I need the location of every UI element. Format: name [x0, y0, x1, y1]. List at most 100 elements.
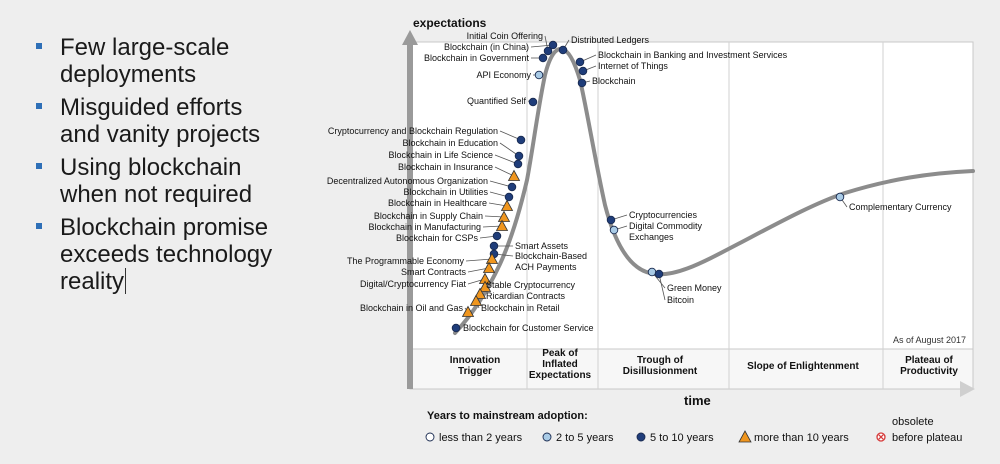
technology-label: Smart Assets	[515, 241, 569, 251]
technology-label: Blockchain in Manufacturing	[368, 222, 481, 232]
phase-label: Expectations	[529, 370, 592, 381]
technology-marker	[516, 135, 526, 145]
phase-label: Productivity	[900, 366, 958, 377]
phase-label: Trigger	[458, 366, 492, 377]
technology-marker	[473, 287, 487, 299]
technology-marker	[451, 323, 461, 333]
phase-label: Inflated	[542, 359, 578, 370]
technology-label: Blockchain in Education	[402, 138, 498, 148]
technology-label: Blockchain in Healthcare	[388, 198, 487, 208]
bullet-list: Few large-scale deployments Misguided effo…	[30, 34, 300, 301]
technology-label: Smart Contracts	[401, 267, 467, 277]
bullet-text: deployments	[60, 61, 197, 88]
technology-label: Distributed Ledgers	[571, 35, 650, 45]
bullet-item: Few large-scale deployments	[30, 34, 300, 88]
technology-label: ACH Payments	[515, 262, 577, 272]
technology-marker	[504, 192, 514, 202]
technology-label: Blockchain in Oil and Gas	[360, 303, 464, 313]
hype-curve	[453, 46, 975, 335]
technology-marker	[500, 199, 514, 211]
bullet-text: Few large-scale	[60, 34, 230, 61]
technology-marker	[654, 269, 664, 279]
technology-marker	[538, 53, 548, 63]
technology-label: Blockchain in Insurance	[398, 162, 493, 172]
legend-label: more than 10 years	[754, 432, 849, 444]
technology-label: Blockchain in Supply Chain	[374, 211, 483, 221]
technology-label: Blockchain in Utilities	[403, 187, 488, 197]
technology-label: Blockchain for Customer Service	[463, 323, 594, 333]
bullet-item: Blockchain promise exceeds technology real…	[30, 214, 300, 295]
legend-swatch	[542, 432, 552, 442]
technology-marker	[495, 219, 509, 231]
bullet-text: Blockchain promise	[60, 214, 269, 241]
bullet-text: when not required	[60, 181, 253, 208]
technology-marker	[575, 57, 585, 67]
bullet-text: reality	[60, 268, 125, 295]
technology-marker	[497, 210, 511, 222]
bullet-text: and vanity projects	[60, 121, 261, 148]
legend-swatch	[738, 430, 752, 443]
legend-label: before plateau	[892, 432, 962, 444]
technology-marker	[461, 305, 475, 317]
technology-label: The Programmable Economy	[347, 256, 465, 266]
bullet-marker	[36, 163, 42, 169]
technology-label: Blockchain in Life Science	[388, 150, 493, 160]
technology-marker	[513, 159, 523, 169]
technology-label: Blockchain for CSPs	[396, 233, 479, 243]
technology-label: API Economy	[476, 70, 531, 80]
text-cursor	[125, 268, 127, 294]
technology-marker	[558, 45, 568, 55]
technology-marker	[489, 241, 499, 251]
technology-label: Quantified Self	[467, 96, 527, 106]
technology-marker	[507, 169, 521, 181]
bullet-text: Misguided efforts	[60, 94, 243, 121]
phase-band	[409, 348, 974, 390]
technology-marker	[514, 151, 524, 161]
technology-marker	[577, 78, 587, 88]
technology-marker	[835, 192, 845, 202]
legend-label: obsolete	[892, 416, 934, 428]
technology-marker	[492, 231, 502, 241]
technology-label: Blockchain	[592, 76, 636, 86]
phase-label: Trough of	[637, 355, 684, 366]
technology-marker	[485, 252, 499, 264]
legend-label: 2 to 5 years	[556, 432, 614, 444]
bullet-marker	[36, 103, 42, 109]
leader-line	[494, 166, 515, 177]
as-of-note: As of August 2017	[893, 335, 966, 345]
technology-label: Initial Coin Offering	[467, 31, 543, 41]
phase-dividers	[526, 42, 884, 389]
technology-markers	[451, 40, 845, 333]
x-axis-label: time	[684, 393, 711, 408]
y-axis-arrow	[402, 30, 418, 45]
technology-marker	[543, 46, 553, 56]
technology-marker	[606, 215, 616, 225]
phase-label: Slope of Enlightenment	[747, 361, 859, 372]
technology-label: Blockchain in Retail	[481, 303, 560, 313]
bullet-marker	[36, 43, 42, 49]
phase-label: Peak of	[542, 348, 578, 359]
bullet-text: Using blockchain	[60, 154, 242, 181]
technology-label: Complementary Currency	[849, 202, 952, 212]
technology-label: Cryptocurrencies	[629, 210, 698, 220]
leader-line	[658, 273, 666, 301]
bullet-item: Misguided efforts and vanity projects	[30, 94, 300, 148]
technology-label: Internet of Things	[598, 61, 668, 71]
technology-marker	[482, 261, 496, 273]
legend-swatch	[425, 432, 435, 442]
technology-marker	[609, 225, 619, 235]
technology-marker	[647, 267, 657, 277]
technology-marker	[507, 182, 517, 192]
technology-label: Blockchain in Banking and Investment Ser…	[598, 50, 788, 60]
technology-label: Digital Commodity	[629, 221, 703, 231]
legend-label: less than 2 years	[439, 432, 523, 444]
technology-label: Stable Cryptocurrency	[486, 280, 576, 290]
technology-marker	[534, 70, 544, 80]
leader-line	[465, 258, 493, 262]
legend-swatch-x	[878, 434, 884, 440]
technology-label: Cryptocurrency and Blockchain Regulation	[328, 126, 498, 136]
legend-label: 5 to 10 years	[650, 432, 714, 444]
technology-marker	[469, 294, 483, 306]
